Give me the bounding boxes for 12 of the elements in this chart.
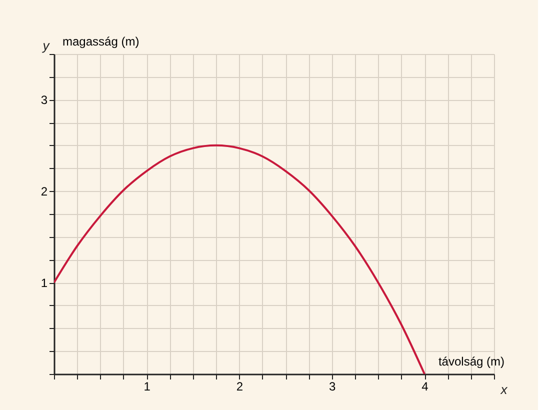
text: x (500, 382, 508, 397)
text: y (42, 38, 51, 53)
y-tick-label: 1 (40, 276, 48, 290)
line-series (54, 144, 426, 374)
x-axis-title: távolság (m) (438, 354, 504, 368)
x-tick-label: 4 (422, 380, 429, 394)
x-tick-label: 3 (329, 380, 336, 394)
y-tick-label: 2 (40, 184, 48, 199)
x-tick-label: 1 (144, 380, 151, 394)
y-axis-title: magasság (m) (62, 34, 140, 48)
x-tick-label: 2 (236, 380, 244, 394)
y-tick-label: 3 (40, 93, 48, 108)
